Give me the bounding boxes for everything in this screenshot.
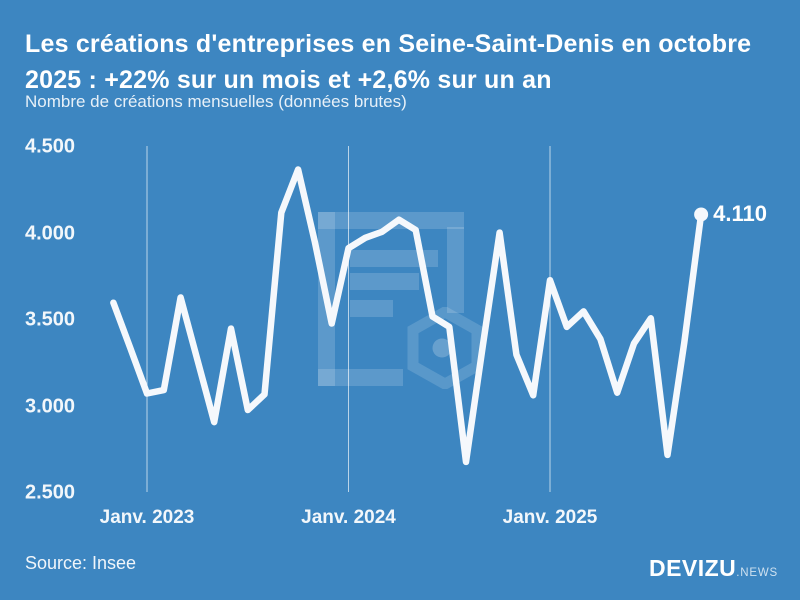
page-title: Les créations d'entreprises en Seine-Sai… — [25, 26, 780, 98]
brand-suffix: .NEWS — [736, 567, 778, 579]
x-axis-label-janv--2024: Janv. 2024 — [301, 507, 396, 528]
watermark-text-bar-2 — [350, 273, 419, 290]
data-line — [110, 166, 705, 466]
y-axis-label-3.500: 3.500 — [25, 308, 76, 331]
watermark-text-bar-1 — [350, 250, 438, 267]
end-point-dot — [694, 207, 709, 222]
y-axis-label-3.000: 3.000 — [25, 395, 76, 417]
watermark-devizu-logo — [318, 212, 483, 389]
watermark-frame-bottom — [318, 369, 403, 386]
chart-subtitle: Nombre de créations mensuelles (données … — [25, 92, 407, 111]
title-line-2: 2025 : +22% sur un mois et +2,6% sur un … — [25, 66, 552, 94]
y-axis-label-4.000: 4.000 — [25, 222, 76, 244]
watermark-text-bar-3 — [350, 300, 393, 317]
x-axis-label-janv--2023: Janv. 2023 — [99, 507, 195, 528]
source-label: Source: Insee — [25, 553, 137, 573]
end-point-value-label: 4.110 — [713, 201, 767, 227]
watermark-frame-right — [447, 227, 464, 313]
brand-logo: DEVIZU.NEWS — [649, 555, 778, 582]
y-axis-label-4.500: 4.500 — [25, 135, 76, 158]
y-axis-label-2.500: 2.500 — [25, 481, 76, 504]
x-axis-label-janv--2025: Janv. 2025 — [502, 507, 598, 528]
title-line-1: Les créations d'entreprises en Seine-Sai… — [25, 30, 752, 58]
watermark-hexagon-icon — [407, 307, 483, 389]
watermark-frame-top — [318, 212, 464, 229]
brand-name: DEVIZU — [648, 555, 737, 581]
